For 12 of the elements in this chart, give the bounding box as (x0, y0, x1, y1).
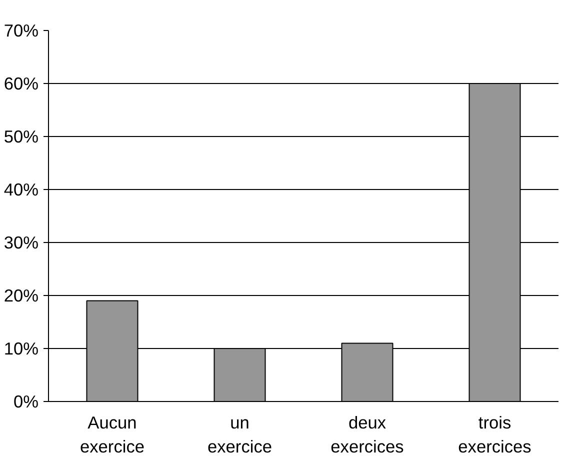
y-tick-label: 20% (4, 286, 39, 306)
y-tick-label: 70% (4, 20, 39, 40)
x-tick-label: trois exercices (458, 412, 532, 456)
y-tick-label: 40% (4, 180, 39, 200)
y-tick-label: 30% (4, 232, 39, 252)
y-tick-label: 0% (13, 392, 38, 412)
x-tick-label: Aucun exercice (80, 412, 145, 456)
y-tick-label: 10% (4, 338, 39, 358)
y-tick-label: 60% (4, 74, 39, 94)
x-tick-label: un exercice (207, 412, 272, 456)
x-tick-label: deux exercices (330, 412, 404, 456)
y-tick-label: 50% (4, 126, 39, 146)
